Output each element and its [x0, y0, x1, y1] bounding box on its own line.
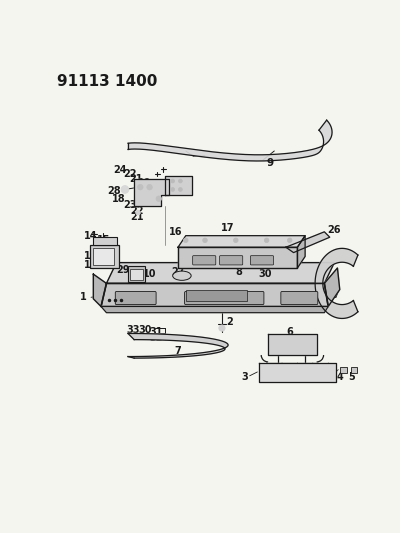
Ellipse shape	[173, 271, 191, 280]
Polygon shape	[178, 247, 297, 268]
FancyBboxPatch shape	[92, 237, 117, 245]
Text: 27: 27	[171, 267, 185, 277]
Polygon shape	[128, 120, 332, 161]
Text: 9: 9	[267, 158, 274, 167]
Text: 30: 30	[258, 269, 272, 279]
FancyBboxPatch shape	[90, 245, 119, 268]
Text: 11: 11	[97, 242, 110, 252]
Text: 6: 6	[286, 327, 293, 337]
Polygon shape	[101, 284, 328, 306]
FancyBboxPatch shape	[340, 367, 348, 373]
Text: 8: 8	[236, 267, 242, 277]
Polygon shape	[178, 236, 305, 247]
Text: 21: 21	[130, 212, 144, 222]
Polygon shape	[286, 232, 330, 253]
FancyBboxPatch shape	[193, 256, 216, 265]
Circle shape	[264, 238, 269, 243]
FancyBboxPatch shape	[184, 292, 264, 304]
FancyBboxPatch shape	[351, 367, 358, 373]
Polygon shape	[259, 363, 336, 382]
Polygon shape	[101, 306, 328, 313]
Circle shape	[121, 185, 129, 193]
Text: 20: 20	[164, 181, 177, 191]
FancyBboxPatch shape	[250, 256, 274, 265]
FancyBboxPatch shape	[220, 256, 243, 265]
FancyBboxPatch shape	[186, 289, 247, 301]
Circle shape	[287, 238, 292, 243]
Circle shape	[171, 179, 174, 183]
Circle shape	[138, 184, 143, 190]
Text: 33: 33	[127, 325, 140, 335]
Text: 91113 1400: 91113 1400	[57, 74, 158, 89]
Text: 17: 17	[221, 223, 235, 233]
Circle shape	[171, 188, 174, 191]
Polygon shape	[324, 268, 340, 306]
Circle shape	[147, 184, 152, 190]
Text: 2: 2	[226, 317, 233, 327]
Text: 3: 3	[242, 373, 248, 382]
Text: 26: 26	[225, 260, 239, 270]
Text: 29: 29	[117, 265, 130, 276]
Polygon shape	[268, 334, 317, 355]
Text: 22: 22	[130, 206, 144, 216]
FancyBboxPatch shape	[130, 269, 143, 280]
Circle shape	[178, 179, 182, 183]
Circle shape	[136, 210, 140, 215]
Circle shape	[234, 238, 238, 243]
Polygon shape	[297, 236, 305, 268]
Text: 4: 4	[336, 373, 343, 382]
Polygon shape	[128, 334, 228, 358]
Text: 23: 23	[123, 200, 136, 210]
Text: 7: 7	[175, 346, 182, 356]
Polygon shape	[134, 180, 169, 206]
Text: 18: 18	[112, 195, 126, 205]
Circle shape	[156, 196, 162, 201]
Text: 25: 25	[271, 260, 285, 270]
Circle shape	[219, 325, 225, 331]
Text: 32: 32	[150, 333, 163, 343]
Polygon shape	[106, 263, 334, 284]
Text: 31: 31	[150, 327, 163, 337]
Text: 12: 12	[84, 260, 98, 270]
FancyBboxPatch shape	[128, 266, 145, 282]
Circle shape	[203, 238, 207, 243]
Polygon shape	[315, 248, 358, 318]
Text: 22: 22	[123, 169, 136, 179]
Text: 30: 30	[138, 325, 152, 335]
Polygon shape	[93, 274, 106, 306]
FancyBboxPatch shape	[92, 248, 114, 265]
Text: 21: 21	[129, 174, 142, 184]
Polygon shape	[165, 175, 192, 195]
Text: 7: 7	[332, 290, 339, 300]
Text: 15: 15	[97, 235, 110, 245]
FancyBboxPatch shape	[281, 292, 318, 304]
Circle shape	[178, 188, 182, 191]
Text: 26: 26	[328, 224, 341, 235]
Text: 16: 16	[169, 227, 182, 237]
Circle shape	[184, 238, 188, 243]
Text: 13: 13	[84, 252, 98, 262]
Text: 24: 24	[114, 165, 127, 175]
FancyBboxPatch shape	[115, 292, 156, 304]
Text: 19: 19	[138, 179, 152, 188]
Text: 5: 5	[349, 373, 356, 382]
Text: 10: 10	[143, 269, 156, 279]
Text: 28: 28	[107, 186, 121, 196]
Text: 1: 1	[80, 292, 87, 302]
Text: 14: 14	[84, 231, 98, 241]
